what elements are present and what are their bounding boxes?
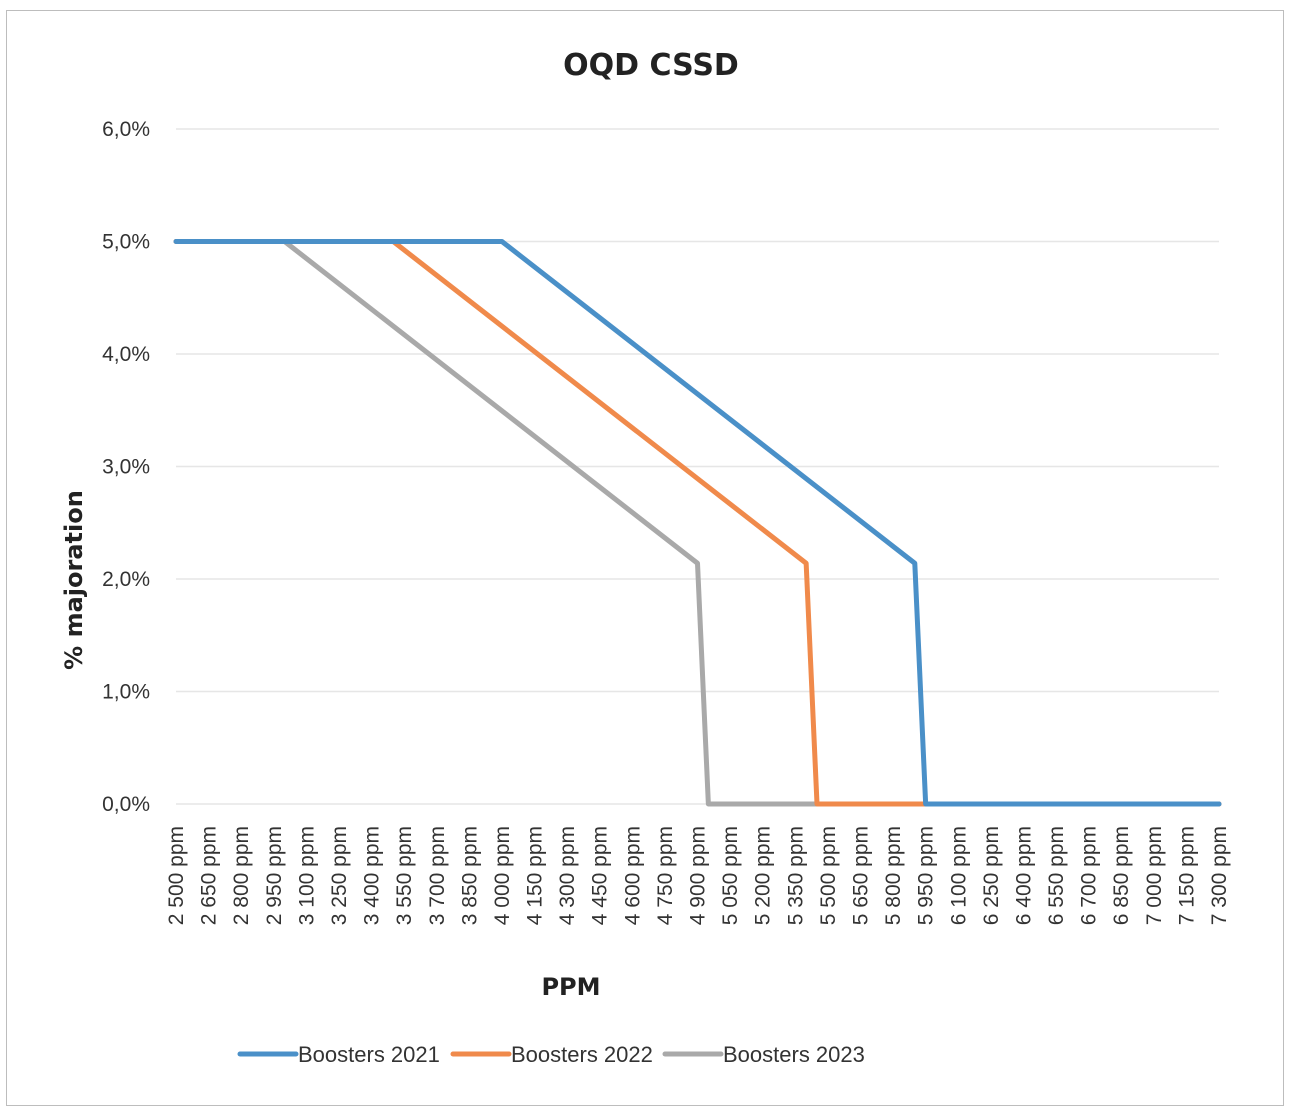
x-tick-label: 3 100 ppm bbox=[295, 826, 318, 925]
x-tick-label: 3 550 ppm bbox=[393, 826, 416, 925]
x-tick-label: 7 000 ppm bbox=[1143, 826, 1166, 925]
legend-label: Boosters 2022 bbox=[511, 1042, 653, 1067]
legend-item: Boosters 2021 bbox=[237, 1042, 440, 1067]
x-tick-label: 5 200 ppm bbox=[752, 826, 775, 925]
x-tick-label: 4 750 ppm bbox=[654, 826, 677, 925]
x-tick-label: 4 450 ppm bbox=[589, 826, 612, 925]
y-tick-label: 6,0% bbox=[102, 118, 150, 141]
y-tick-label: 2,0% bbox=[102, 568, 150, 591]
x-tick-label: 2 500 ppm bbox=[165, 826, 188, 925]
x-tick-label: 4 900 ppm bbox=[687, 826, 710, 925]
x-tick-label: 3 400 ppm bbox=[361, 826, 384, 925]
x-tick-label: 7 150 ppm bbox=[1175, 826, 1198, 925]
series-line-boosters-2022 bbox=[173, 239, 1222, 807]
x-tick-label: 6 100 ppm bbox=[947, 826, 970, 925]
x-tick-label: 4 300 ppm bbox=[556, 826, 579, 925]
x-axis-ticks: 2 500 ppm 2 650 ppm 2 800 ppm 2 950 ppm 3 10… bbox=[165, 826, 1231, 925]
x-tick-label: 6 250 ppm bbox=[980, 826, 1003, 925]
y-tick-label: 5,0% bbox=[102, 231, 150, 254]
x-tick-label: 4 000 ppm bbox=[491, 826, 514, 925]
chart-frame bbox=[6, 10, 1284, 1106]
y-tick-label: 1,0% bbox=[102, 681, 150, 704]
x-tick-label: 3 250 ppm bbox=[328, 826, 351, 925]
x-tick-label: 5 800 ppm bbox=[882, 826, 905, 925]
x-tick-label: 3 850 ppm bbox=[458, 826, 481, 925]
x-tick-label: 6 550 ppm bbox=[1045, 826, 1068, 925]
x-tick-label: 5 650 ppm bbox=[849, 826, 872, 925]
y-axis-label: % majoration bbox=[60, 490, 88, 670]
y-tick-label: 3,0% bbox=[102, 456, 150, 479]
series-line-boosters-2021 bbox=[173, 239, 1222, 807]
y-tick-label: 4,0% bbox=[102, 343, 150, 366]
legend-label: Boosters 2021 bbox=[298, 1042, 440, 1067]
gridlines bbox=[176, 128, 1219, 805]
legend: Boosters 2021 Boosters 2022 Boosters 2023 bbox=[237, 1042, 865, 1067]
legend-item: Boosters 2022 bbox=[450, 1042, 653, 1067]
x-tick-label: 4 600 ppm bbox=[621, 826, 644, 925]
legend-item: Boosters 2023 bbox=[662, 1042, 865, 1067]
x-tick-label: 6 400 ppm bbox=[1012, 826, 1035, 925]
x-tick-label: 5 500 ppm bbox=[817, 826, 840, 925]
x-tick-label: 5 050 ppm bbox=[719, 826, 742, 925]
x-tick-label: 7 300 ppm bbox=[1208, 826, 1231, 925]
y-axis-ticks: 0,0% 1,0% 2,0% 3,0% 4,0% 5,0% 6,0% bbox=[102, 118, 150, 816]
y-tick-label: 0,0% bbox=[102, 793, 150, 816]
x-tick-label: 2 650 ppm bbox=[198, 826, 221, 925]
series-lines bbox=[173, 239, 1222, 807]
x-tick-label: 2 800 ppm bbox=[230, 826, 253, 925]
chart-title: OQD CSSD bbox=[563, 48, 739, 83]
x-tick-label: 6 700 ppm bbox=[1078, 826, 1101, 925]
series-line-boosters-2023 bbox=[173, 239, 1222, 807]
x-axis-label: PPM bbox=[541, 973, 600, 1001]
x-tick-label: 5 950 ppm bbox=[915, 826, 938, 925]
x-tick-label: 6 850 ppm bbox=[1110, 826, 1133, 925]
x-tick-label: 3 700 ppm bbox=[426, 826, 449, 925]
x-tick-label: 5 350 ppm bbox=[784, 826, 807, 925]
x-tick-label: 4 150 ppm bbox=[524, 826, 547, 925]
x-tick-label: 2 950 ppm bbox=[263, 826, 286, 925]
legend-label: Boosters 2023 bbox=[723, 1042, 865, 1067]
